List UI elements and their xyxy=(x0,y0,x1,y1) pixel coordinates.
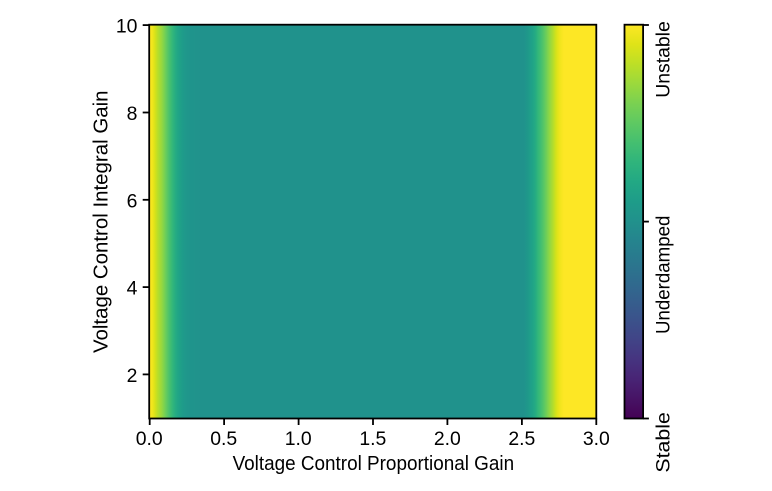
svg-text:1.0: 1.0 xyxy=(285,428,312,450)
svg-text:Unstable: Unstable xyxy=(653,21,675,98)
svg-text:2.0: 2.0 xyxy=(434,428,461,450)
svg-text:1.5: 1.5 xyxy=(359,428,386,450)
svg-text:2: 2 xyxy=(127,365,138,387)
svg-text:Stable: Stable xyxy=(653,412,675,472)
svg-text:8: 8 xyxy=(127,103,138,125)
svg-text:4: 4 xyxy=(127,278,138,300)
svg-text:10: 10 xyxy=(116,16,138,38)
svg-text:6: 6 xyxy=(127,190,138,212)
svg-text:3.0: 3.0 xyxy=(583,428,610,450)
svg-text:0.0: 0.0 xyxy=(136,428,163,450)
svg-text:0.5: 0.5 xyxy=(210,428,237,450)
svg-text:Underdamped: Underdamped xyxy=(653,216,675,334)
svg-text:Voltage Control Proportional G: Voltage Control Proportional Gain xyxy=(233,453,514,475)
svg-text:2.5: 2.5 xyxy=(508,428,535,450)
svg-text:Voltage Control Integral Gain: Voltage Control Integral Gain xyxy=(91,91,113,354)
